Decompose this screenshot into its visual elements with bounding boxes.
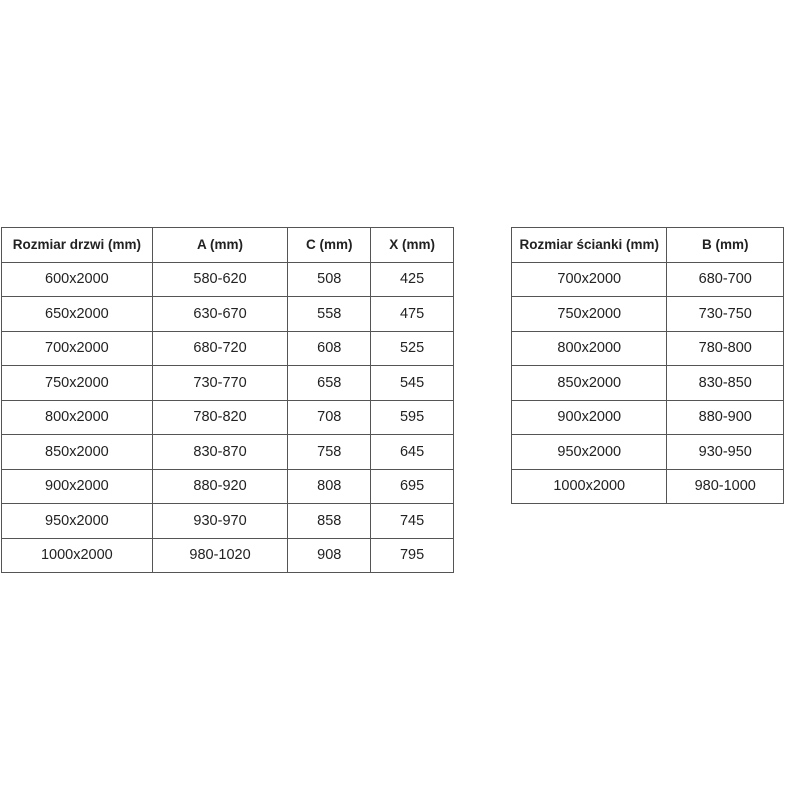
table-cell: 745 [370, 503, 454, 539]
table-row: 850x2000 830-850 [510, 365, 784, 401]
table-cell: 930-970 [151, 503, 289, 539]
table-cell: 700x2000 [1, 330, 153, 366]
table-cell: 830-870 [151, 434, 289, 470]
table-cell: 730-770 [151, 365, 289, 401]
table-cell: 645 [370, 434, 454, 470]
table-row: 950x2000 930-950 [510, 434, 784, 470]
table-cell: 545 [370, 365, 454, 401]
table-row: 1000x2000 980-1020 908 795 [1, 537, 454, 573]
table-header-row: Rozmiar drzwi (mm) A (mm) C (mm) X (mm) [1, 227, 454, 263]
table-cell: 930-950 [666, 434, 784, 470]
table-row: 700x2000 680-700 [510, 261, 784, 297]
table-cell: 750x2000 [1, 365, 153, 401]
table-cell: 680-720 [151, 330, 289, 366]
table-cell: 850x2000 [1, 434, 153, 470]
column-header: Rozmiar ścianki (mm) [510, 227, 668, 263]
door-size-table: Rozmiar drzwi (mm) A (mm) C (mm) X (mm) 600… [1, 227, 454, 573]
table-cell: 680-700 [666, 261, 784, 297]
table-row: 1000x2000 980-1000 [510, 468, 784, 504]
table-cell: 900x2000 [510, 399, 668, 435]
table-cell: 558 [287, 296, 372, 332]
column-header: X (mm) [370, 227, 454, 263]
wall-size-table: Rozmiar ścianki (mm) B (mm) 700x2000 680-7… [510, 227, 784, 504]
table-cell: 800x2000 [1, 399, 153, 435]
table-header-row: Rozmiar ścianki (mm) B (mm) [510, 227, 784, 263]
table-cell: 708 [287, 399, 372, 435]
table-cell: 808 [287, 468, 372, 504]
table-cell: 858 [287, 503, 372, 539]
table-cell: 630-670 [151, 296, 289, 332]
table-cell: 508 [287, 261, 372, 297]
table-cell: 1000x2000 [1, 537, 153, 573]
table-cell: 830-850 [666, 365, 784, 401]
table-cell: 695 [370, 468, 454, 504]
column-header: C (mm) [287, 227, 372, 263]
table-row: 750x2000 730-770 658 545 [1, 365, 454, 401]
table-cell: 658 [287, 365, 372, 401]
table-cell: 880-900 [666, 399, 784, 435]
table-cell: 750x2000 [510, 296, 668, 332]
table-cell: 475 [370, 296, 454, 332]
column-header: A (mm) [151, 227, 289, 263]
table-row: 850x2000 830-870 758 645 [1, 434, 454, 470]
table-cell: 950x2000 [1, 503, 153, 539]
table-row: 650x2000 630-670 558 475 [1, 296, 454, 332]
table-row: 900x2000 880-900 [510, 399, 784, 435]
table-cell: 580-620 [151, 261, 289, 297]
table-row: 700x2000 680-720 608 525 [1, 330, 454, 366]
table-row: 800x2000 780-820 708 595 [1, 399, 454, 435]
table-cell: 758 [287, 434, 372, 470]
table-cell: 795 [370, 537, 454, 573]
column-header: Rozmiar drzwi (mm) [1, 227, 153, 263]
table-cell: 600x2000 [1, 261, 153, 297]
table-cell: 650x2000 [1, 296, 153, 332]
table-cell: 800x2000 [510, 330, 668, 366]
table-row: 600x2000 580-620 508 425 [1, 261, 454, 297]
table-row: 750x2000 730-750 [510, 296, 784, 332]
table-cell: 425 [370, 261, 454, 297]
table-cell: 730-750 [666, 296, 784, 332]
table-cell: 525 [370, 330, 454, 366]
table-cell: 850x2000 [510, 365, 668, 401]
table-cell: 900x2000 [1, 468, 153, 504]
table-row: 800x2000 780-800 [510, 330, 784, 366]
table-cell: 608 [287, 330, 372, 366]
table-cell: 780-820 [151, 399, 289, 435]
table-cell: 700x2000 [510, 261, 668, 297]
table-cell: 980-1000 [666, 468, 784, 504]
table-cell: 908 [287, 537, 372, 573]
table-row: 900x2000 880-920 808 695 [1, 468, 454, 504]
table-cell: 780-800 [666, 330, 784, 366]
table-cell: 950x2000 [510, 434, 668, 470]
table-row: 950x2000 930-970 858 745 [1, 503, 454, 539]
table-cell: 980-1020 [151, 537, 289, 573]
table-cell: 595 [370, 399, 454, 435]
table-cell: 1000x2000 [510, 468, 668, 504]
column-header: B (mm) [666, 227, 784, 263]
table-cell: 880-920 [151, 468, 289, 504]
